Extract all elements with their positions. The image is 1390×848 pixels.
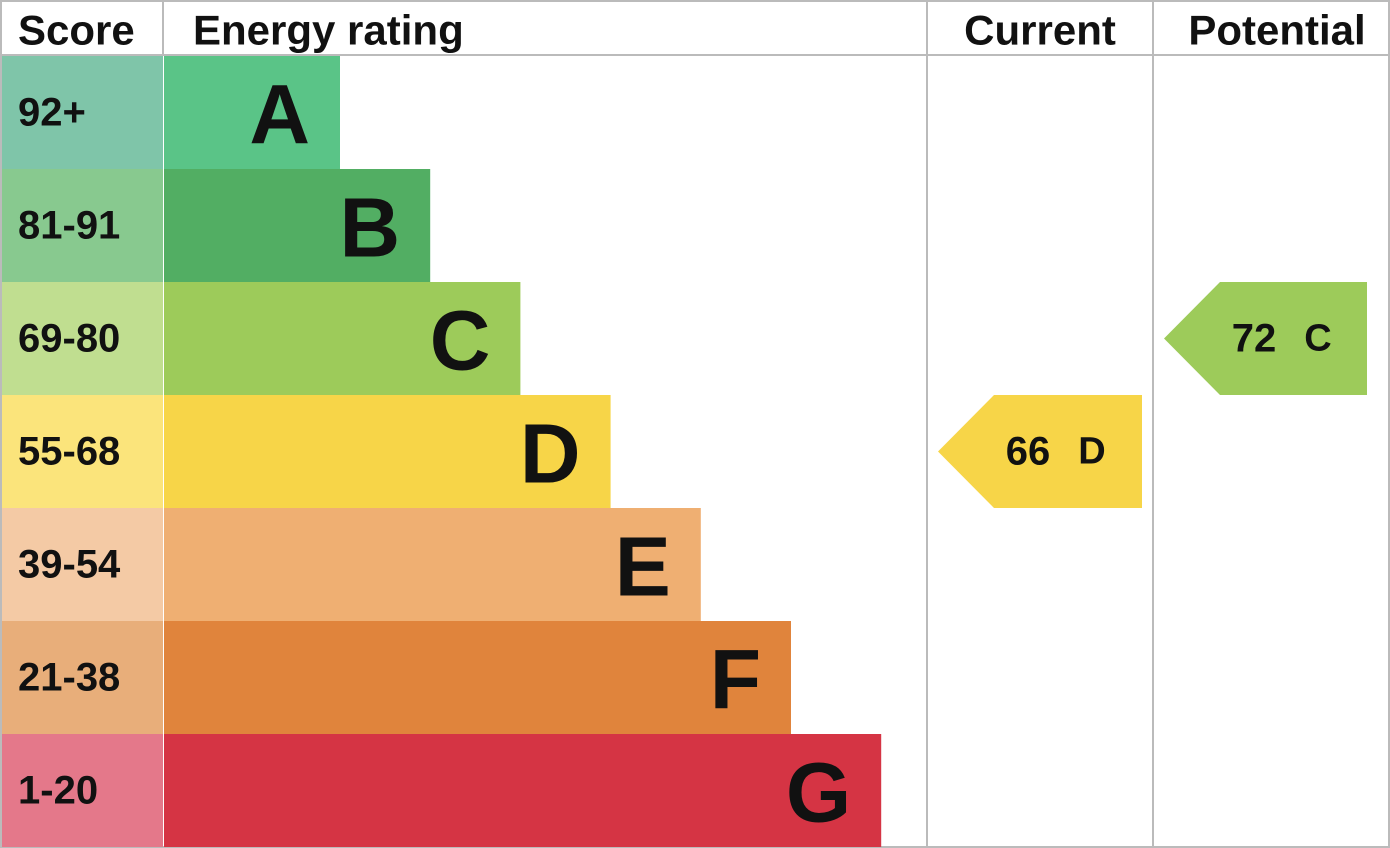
score-cell: [2, 169, 163, 282]
rating-bar: [164, 169, 431, 282]
rating-letter: E: [615, 520, 671, 614]
score-cell: [2, 395, 163, 508]
score-range: 1-20: [18, 769, 98, 813]
score-range: 55-68: [18, 430, 120, 474]
score-cell: [2, 508, 163, 621]
score-cell: [2, 621, 163, 734]
potential-letter: C: [1304, 318, 1331, 360]
rating-bar: [164, 734, 882, 847]
rating-letter: A: [249, 68, 310, 162]
rating-letter: G: [786, 746, 851, 840]
rating-letter: B: [340, 181, 401, 275]
score-range: 69-80: [18, 317, 120, 361]
score-cell: [2, 282, 163, 395]
score-range: 39-54: [18, 543, 121, 587]
header-current: Current: [964, 7, 1116, 54]
potential-arrow: [1164, 282, 1367, 395]
rating-bar: [164, 395, 611, 508]
current-letter: D: [1078, 431, 1105, 473]
score-cell: [2, 734, 163, 847]
rating-bar: [164, 282, 521, 395]
potential-score: 72: [1232, 317, 1277, 361]
rating-bar: [164, 56, 340, 169]
header-potential: Potential: [1188, 7, 1365, 54]
rating-letter: C: [430, 294, 491, 388]
score-cell: [2, 56, 163, 169]
current-score: 66: [1006, 430, 1051, 474]
current-arrow: [938, 395, 1142, 508]
header-rating: Energy rating: [193, 7, 464, 54]
score-range: 92+: [18, 91, 86, 135]
rating-letter: D: [520, 407, 581, 501]
rating-bar: [164, 621, 791, 734]
score-range: 21-38: [18, 656, 120, 700]
rating-bar: [164, 508, 701, 621]
score-range: 81-91: [18, 204, 120, 248]
rating-letter: F: [710, 633, 761, 727]
header-score: Score: [18, 7, 135, 54]
